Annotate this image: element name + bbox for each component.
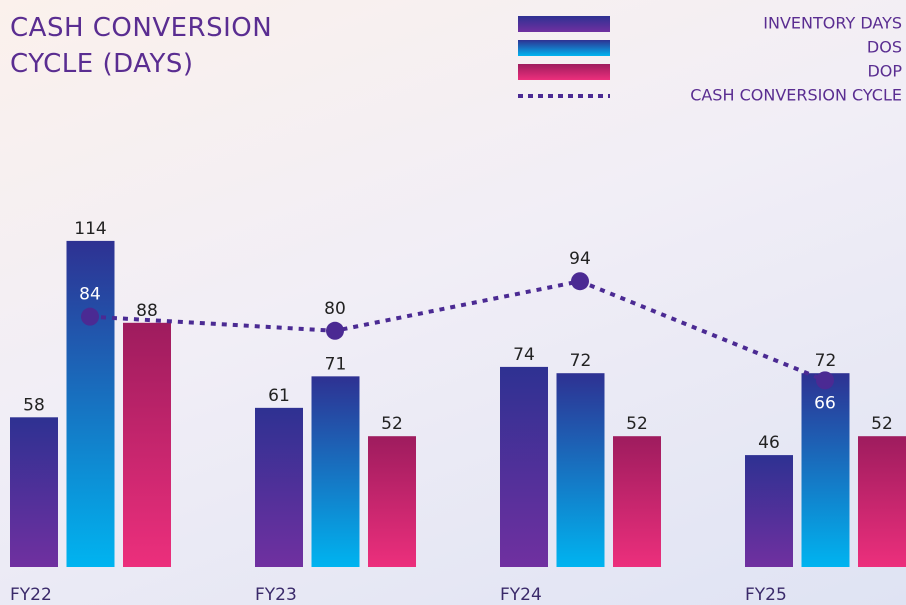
bar: [858, 436, 906, 567]
bar: [255, 407, 303, 567]
legend-label: DOS: [867, 38, 902, 57]
line-label: 84: [79, 285, 101, 305]
data-label: 52: [626, 414, 648, 434]
line-label: 80: [324, 299, 346, 319]
data-label: 72: [570, 351, 592, 371]
chart-title: CASH CONVERSION CYCLE (DAYS): [10, 13, 273, 79]
bar: [10, 417, 58, 567]
line-point: [81, 307, 99, 326]
legend-swatch: [518, 16, 610, 32]
data-label: 61: [268, 386, 290, 406]
line-label: 66: [814, 393, 836, 413]
x-tick-label: FY23: [255, 585, 297, 605]
bar: [745, 455, 793, 567]
bar: [500, 366, 548, 567]
legend-swatch: [518, 64, 610, 80]
line-point: [816, 371, 834, 390]
data-label: 46: [758, 433, 780, 453]
bar: [801, 373, 850, 567]
data-label: 74: [513, 345, 535, 365]
data-label: 52: [381, 414, 403, 434]
legend-label: INVENTORY DAYS: [763, 14, 902, 33]
line-point: [326, 321, 344, 340]
x-tick-label: FY25: [745, 585, 787, 605]
bar: [311, 376, 360, 567]
legend-label: CASH CONVERSION CYCLE: [690, 86, 902, 105]
data-label: 52: [871, 414, 893, 434]
x-tick-label: FY22: [10, 585, 52, 605]
bar: [368, 436, 416, 567]
data-label: 88: [136, 301, 158, 321]
line-point: [571, 272, 589, 291]
data-label: 58: [23, 395, 45, 415]
bar: [66, 240, 115, 567]
bar: [123, 322, 171, 567]
line-label: 94: [569, 249, 591, 269]
data-label: 114: [74, 219, 106, 239]
bar: [613, 436, 661, 567]
legend-label: DOP: [867, 62, 902, 81]
bar: [556, 373, 605, 567]
data-label: 72: [815, 351, 837, 371]
x-tick-label: FY24: [500, 585, 542, 605]
data-label: 71: [325, 354, 347, 374]
legend-swatch: [518, 40, 610, 56]
line: [89, 279, 826, 383]
